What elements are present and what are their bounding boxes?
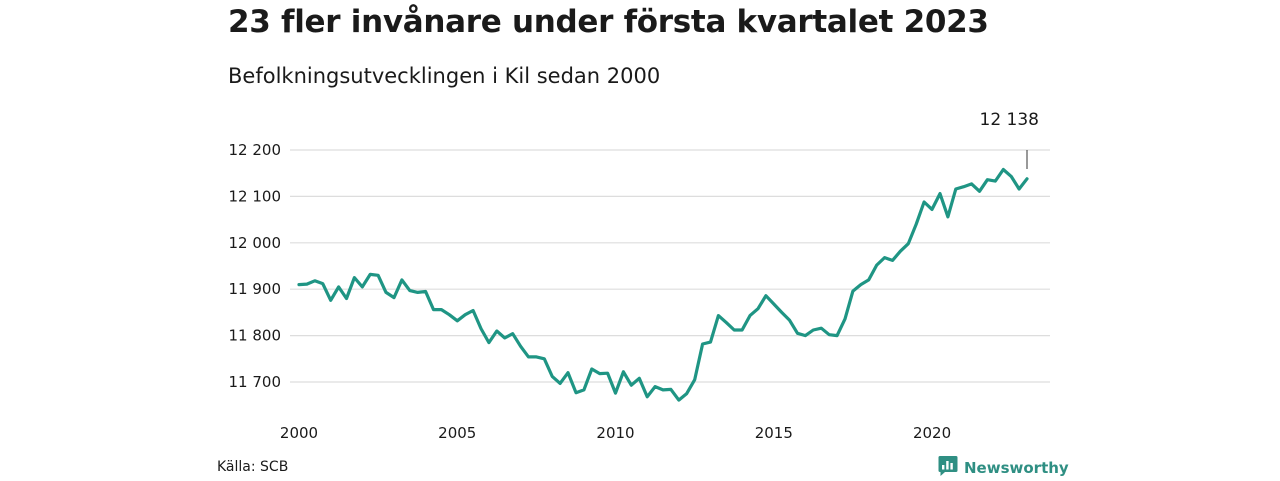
- gridlines: [290, 149, 1050, 383]
- x-tick-label: 2000: [280, 424, 318, 442]
- y-tick-label: 11 800: [229, 327, 282, 345]
- chart-bars-icon: [938, 455, 958, 481]
- chart-subtitle: Befolkningsutvecklingen i Kil sedan 2000: [228, 64, 661, 88]
- y-axis-tick-labels: 11 700 11 800 11 900 12 000 12 100 12 200: [229, 141, 282, 391]
- series-group: [297, 167, 1029, 402]
- y-tick-label: 11 700: [229, 373, 282, 391]
- last-value-annotation: 12 138: [980, 110, 1039, 169]
- y-tick-label: 12 000: [229, 234, 282, 252]
- series-line: [297, 167, 1029, 402]
- x-tick-label: 2015: [755, 424, 793, 442]
- x-tick-label: 2010: [596, 424, 634, 442]
- source-label: Källa: SCB: [217, 459, 289, 475]
- y-tick-label: 12 200: [229, 141, 282, 159]
- brand-logo[interactable]: Newsworthy: [938, 455, 1069, 481]
- x-tick-label: 2020: [913, 424, 951, 442]
- x-tick-label: 2005: [438, 424, 476, 442]
- annotation-label: 12 138: [980, 110, 1039, 130]
- y-tick-label: 11 900: [229, 280, 282, 298]
- chart-title: 23 fler invånare under första kvartalet …: [228, 4, 989, 40]
- brand-name: Newsworthy: [964, 459, 1069, 477]
- x-axis-tick-labels: 2000 2005 2010 2015 2020: [280, 424, 951, 442]
- y-tick-label: 12 100: [229, 187, 282, 205]
